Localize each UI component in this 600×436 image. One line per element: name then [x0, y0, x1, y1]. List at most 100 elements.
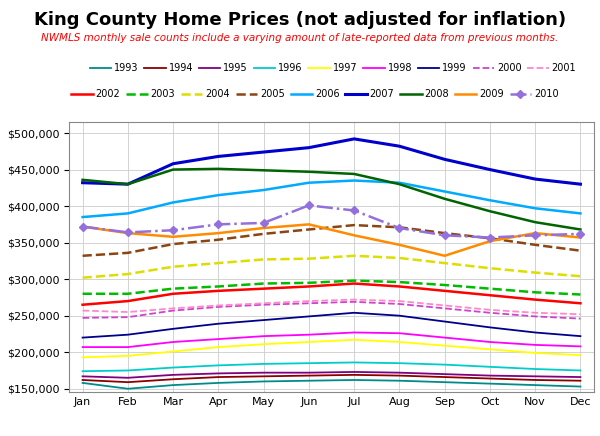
- 1996: [124, 368, 131, 373]
- 2005: [215, 237, 222, 242]
- 2010: [350, 208, 358, 213]
- 1994: [305, 373, 313, 378]
- 1994: [350, 372, 358, 378]
- 1996: [350, 360, 358, 365]
- 2010: [532, 233, 539, 238]
- 2008: [396, 181, 403, 187]
- Line: 1998: 1998: [83, 333, 580, 347]
- 2008: [79, 177, 86, 182]
- 1998: [350, 330, 358, 335]
- 1995: [169, 372, 176, 378]
- 2002: [532, 297, 539, 302]
- 2006: [305, 180, 313, 185]
- 2000: [305, 301, 313, 306]
- 2001: [260, 301, 267, 306]
- 2009: [487, 238, 494, 244]
- 1995: [260, 370, 267, 375]
- 2001: [169, 306, 176, 311]
- 1994: [396, 373, 403, 378]
- 2007: [169, 161, 176, 167]
- 2002: [396, 284, 403, 289]
- 2001: [532, 310, 539, 315]
- 1993: [350, 378, 358, 383]
- 2007: [396, 143, 403, 149]
- Line: 2006: 2006: [83, 181, 580, 217]
- 1996: [79, 368, 86, 374]
- Line: 1997: 1997: [83, 340, 580, 358]
- 2007: [441, 157, 448, 162]
- 1997: [169, 349, 176, 354]
- 2006: [532, 206, 539, 211]
- 1993: [305, 378, 313, 383]
- 2002: [577, 301, 584, 306]
- 2009: [577, 235, 584, 240]
- 2000: [487, 310, 494, 315]
- 2007: [124, 181, 131, 187]
- 2010: [124, 230, 131, 235]
- Line: 1994: 1994: [83, 375, 580, 382]
- 1993: [169, 382, 176, 388]
- 1994: [79, 378, 86, 383]
- 1994: [215, 375, 222, 380]
- 2005: [350, 222, 358, 228]
- 1993: [79, 380, 86, 385]
- 2006: [169, 200, 176, 205]
- 2009: [305, 222, 313, 227]
- 2004: [124, 272, 131, 277]
- 2006: [124, 211, 131, 216]
- 1996: [260, 361, 267, 367]
- 2009: [169, 234, 176, 239]
- 1996: [215, 363, 222, 368]
- 2003: [487, 286, 494, 291]
- 1996: [396, 361, 403, 366]
- 2001: [396, 299, 403, 304]
- 2004: [260, 257, 267, 262]
- Line: 2008: 2008: [83, 169, 580, 229]
- 2000: [124, 314, 131, 320]
- 1999: [396, 313, 403, 318]
- 2008: [532, 220, 539, 225]
- 2004: [350, 253, 358, 259]
- 1995: [124, 375, 131, 380]
- 2008: [350, 171, 358, 177]
- 1997: [350, 337, 358, 342]
- 2010: [215, 222, 222, 227]
- Text: NWMLS monthly sale counts include a varying amount of late-reported data from pr: NWMLS monthly sale counts include a vary…: [41, 33, 559, 43]
- 1998: [169, 339, 176, 344]
- 2002: [215, 288, 222, 293]
- 1998: [305, 332, 313, 337]
- 2005: [396, 225, 403, 230]
- 2010: [396, 225, 403, 231]
- 2000: [79, 315, 86, 320]
- 2008: [441, 196, 448, 201]
- 1998: [260, 334, 267, 339]
- 1998: [215, 337, 222, 342]
- 2000: [532, 314, 539, 319]
- Line: 2003: 2003: [83, 281, 580, 294]
- 2006: [441, 189, 448, 194]
- 1993: [260, 379, 267, 384]
- 2010: [260, 220, 267, 225]
- 2009: [350, 233, 358, 238]
- 1999: [215, 321, 222, 326]
- 2006: [577, 211, 584, 216]
- 1997: [396, 339, 403, 344]
- 1995: [79, 374, 86, 379]
- 1995: [487, 373, 494, 378]
- 2005: [441, 231, 448, 236]
- 2003: [532, 290, 539, 295]
- 1993: [532, 382, 539, 388]
- 2008: [124, 181, 131, 187]
- 2002: [79, 302, 86, 307]
- 2004: [532, 270, 539, 275]
- 1999: [305, 314, 313, 319]
- 2003: [260, 281, 267, 286]
- Legend: 1993, 1994, 1995, 1996, 1997, 1998, 1999, 2000, 2001: 1993, 1994, 1995, 1996, 1997, 1998, 1999…: [86, 59, 580, 77]
- 2004: [396, 255, 403, 261]
- Line: 2001: 2001: [83, 300, 580, 314]
- 2005: [169, 242, 176, 247]
- 2000: [396, 301, 403, 307]
- 2001: [577, 312, 584, 317]
- 2009: [215, 231, 222, 236]
- 1996: [487, 364, 494, 369]
